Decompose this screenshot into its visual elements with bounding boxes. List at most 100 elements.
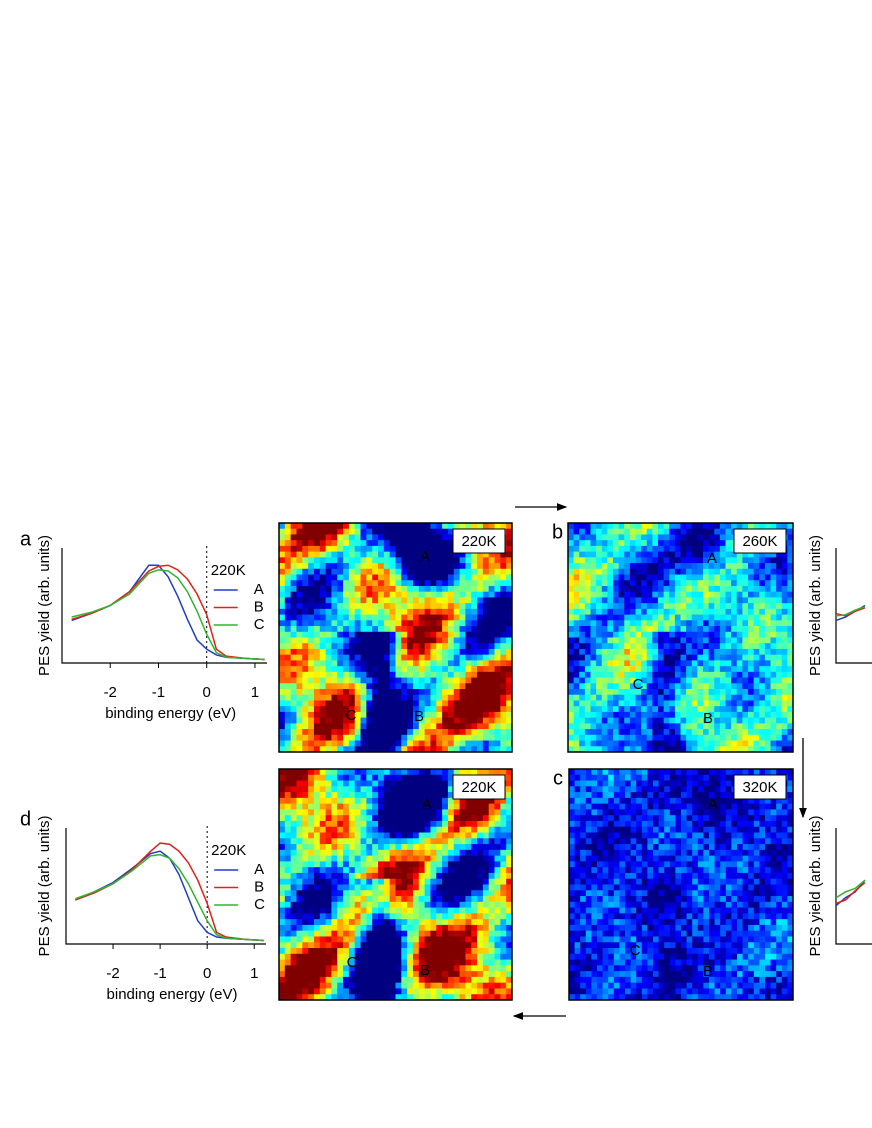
- heat-cell: [383, 706, 391, 713]
- heat-cell: [360, 971, 367, 978]
- heat-cell: [296, 826, 303, 833]
- heat-cell: [776, 654, 783, 661]
- heat-cell: [663, 723, 670, 730]
- heat-cell: [742, 580, 749, 587]
- heat-cell: [703, 677, 710, 684]
- heat-cell: [465, 867, 472, 874]
- heat-cell: [389, 832, 396, 839]
- heat-cell: [360, 643, 367, 650]
- heat-cell: [395, 643, 402, 650]
- heat-cell: [776, 523, 783, 530]
- heat-cell: [494, 563, 501, 570]
- heat-cell: [418, 660, 426, 667]
- heat-cell: [674, 660, 681, 667]
- heat-cell: [308, 614, 315, 621]
- heat-cell: [753, 620, 760, 627]
- heat-cell: [471, 815, 478, 822]
- heat-cell: [407, 591, 414, 598]
- heat-cell: [296, 849, 303, 857]
- heat-cell: [618, 580, 625, 587]
- heat-cell: [607, 580, 614, 587]
- heat-cell: [430, 523, 437, 530]
- heat-cell: [465, 654, 472, 661]
- heat-cell: [383, 574, 391, 581]
- heat-cell: [714, 734, 721, 741]
- heat-cell: [395, 654, 402, 661]
- heat-cell: [348, 855, 356, 862]
- heat-cell: [725, 523, 732, 530]
- heat-cell: [284, 913, 292, 920]
- heat-cell: [319, 580, 326, 587]
- heat-cell: [725, 540, 732, 547]
- heat-cell: [313, 913, 321, 920]
- heat-cell: [742, 568, 749, 575]
- heat-cell: [442, 948, 449, 955]
- heat-cell: [597, 774, 603, 781]
- heat-cell: [430, 976, 437, 984]
- heat-cell: [378, 660, 385, 667]
- heat-cell: [354, 603, 361, 610]
- heat-cell: [354, 585, 361, 593]
- heat-cell: [686, 706, 693, 713]
- heat-cell: [372, 528, 379, 535]
- heat-cell: [584, 563, 591, 570]
- heat-cell: [607, 523, 614, 530]
- heat-cell: [319, 597, 326, 604]
- heat-cell: [635, 603, 642, 610]
- heat-cell: [471, 861, 478, 868]
- heat-cell: [714, 723, 721, 730]
- heat-cell: [360, 523, 367, 530]
- heat-cell: [506, 786, 513, 793]
- heat-cell: [395, 631, 402, 638]
- heat-cell: [680, 597, 687, 604]
- heat-cell: [360, 620, 367, 627]
- heat-cell: [759, 654, 766, 661]
- heat-cell: [412, 574, 420, 581]
- heat-cell: [568, 637, 575, 644]
- heat-cell: [459, 671, 466, 678]
- heat-cell: [719, 706, 726, 713]
- heat-cell: [284, 671, 292, 678]
- heat-cell: [308, 603, 315, 610]
- heat-cell: [601, 614, 608, 621]
- heat-cell: [372, 591, 379, 598]
- heat-cell: [477, 597, 484, 604]
- heat-cell: [319, 568, 326, 575]
- heat-cell: [313, 774, 321, 781]
- heat-cell: [500, 585, 507, 593]
- heat-cell: [646, 563, 653, 570]
- heat-cell: [279, 988, 286, 995]
- heat-cell: [407, 683, 414, 690]
- heat-cell: [618, 626, 625, 633]
- heat-cell: [337, 786, 344, 793]
- heat-cell: [319, 844, 326, 851]
- heat-cell: [725, 574, 732, 581]
- heat-cell: [447, 534, 455, 541]
- heat-cell: [313, 528, 321, 535]
- heat-cell: [579, 608, 586, 615]
- heat-cell: [601, 706, 608, 713]
- heat-cell: [372, 769, 379, 776]
- heat-cell: [383, 683, 391, 690]
- heat-cell: [302, 913, 309, 920]
- heat-cell: [703, 523, 710, 530]
- heat-cell: [412, 907, 420, 914]
- heat-cell: [331, 614, 338, 621]
- heat-cell: [652, 574, 659, 581]
- heat-cell: [465, 815, 472, 822]
- heat-cell: [308, 936, 315, 943]
- heat-cell: [290, 797, 297, 805]
- heat-cell: [325, 706, 332, 713]
- heat-cell: [453, 591, 460, 598]
- heat-cell: [430, 855, 437, 862]
- heat-cell: [302, 838, 309, 845]
- heat-cell: [407, 982, 414, 989]
- heat-cell: [629, 631, 636, 638]
- heat-cell: [395, 924, 402, 932]
- heat-cell: [494, 948, 501, 955]
- heat-cell: [725, 631, 732, 638]
- heat-cell: [736, 643, 743, 650]
- heat-cell: [500, 976, 507, 984]
- heat-cell: [748, 746, 755, 753]
- heat-cell: [418, 988, 426, 995]
